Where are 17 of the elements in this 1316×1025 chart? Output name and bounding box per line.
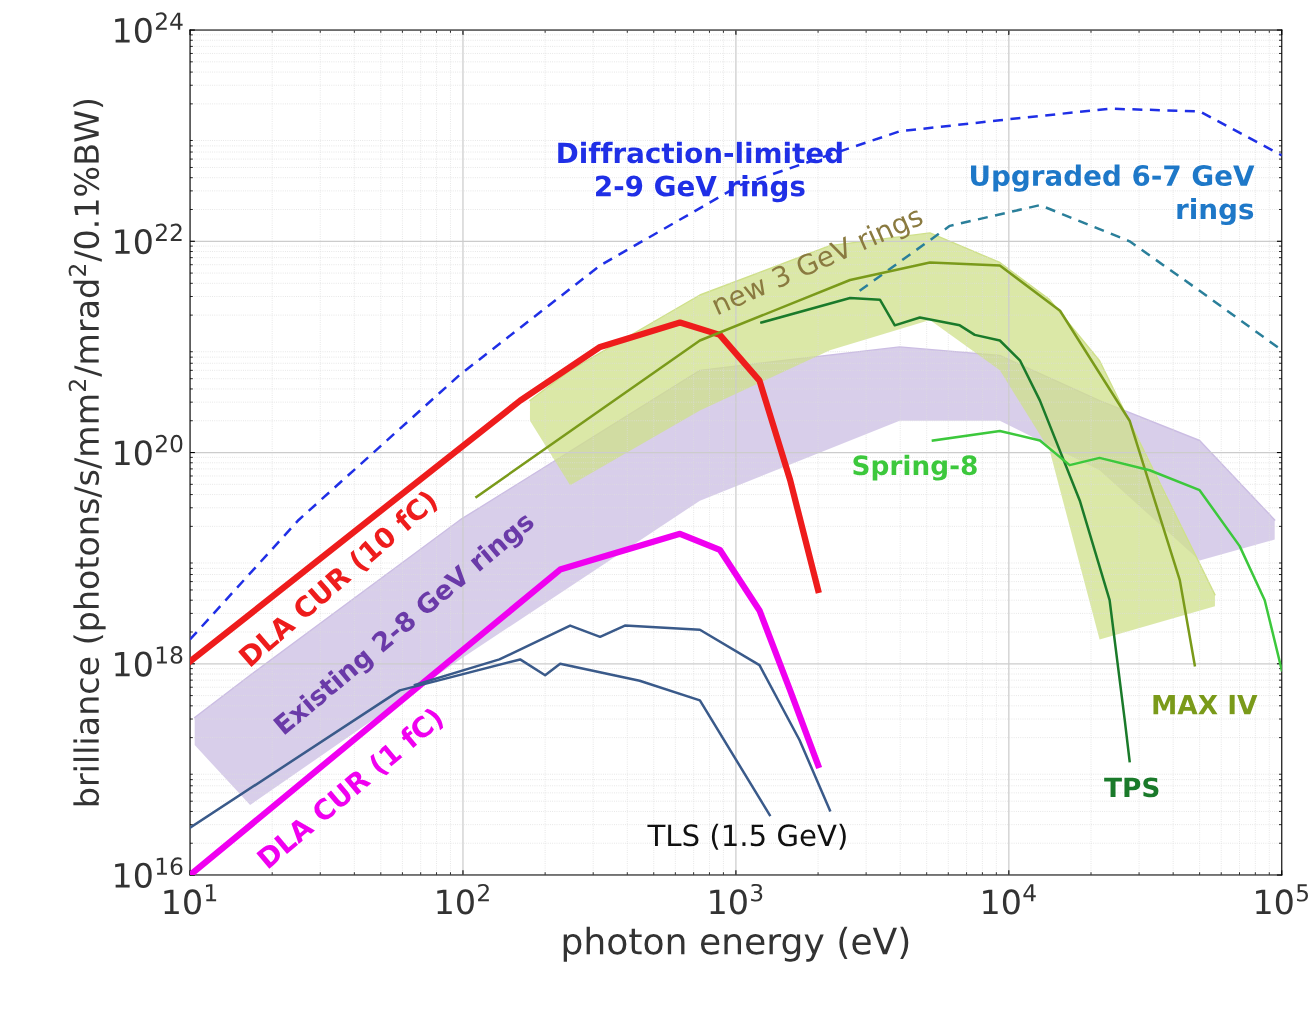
annotation: MAX IV — [1153, 694, 1258, 715]
y-axis-title: brilliance (photons/s/mm$^{2}$/mrad$^{2}$/0.1%BW) — [68, 99, 106, 806]
x-axis-title: photon energy (eV) — [563, 926, 909, 962]
x-tick-label: 10$^{4}$ — [983, 884, 1036, 915]
annotation: Spring-8 — [853, 454, 977, 481]
y-tick-label: 10$^{18}$ — [115, 646, 183, 677]
annotation: new 3 GeV rings — [710, 204, 927, 321]
x-tick-label: 10$^{2}$ — [437, 883, 489, 915]
y-tick-label: 10$^{24}$ — [115, 12, 183, 43]
annotation: Diffraction-limited 2-9 GeV rings — [558, 141, 842, 203]
y-tick-label: 10$^{20}$ — [115, 434, 183, 466]
x-tick-label: 10$^{5}$ — [1256, 884, 1308, 915]
x-tick-label: 10$^{3}$ — [710, 883, 763, 915]
y-tick-label: 10$^{22}$ — [115, 223, 182, 255]
annotation: TPS — [1104, 777, 1159, 798]
annotation: Upgraded 6-7 GeV rings — [971, 164, 1255, 226]
annotation: TLS (1.5 GeV) — [647, 823, 846, 850]
